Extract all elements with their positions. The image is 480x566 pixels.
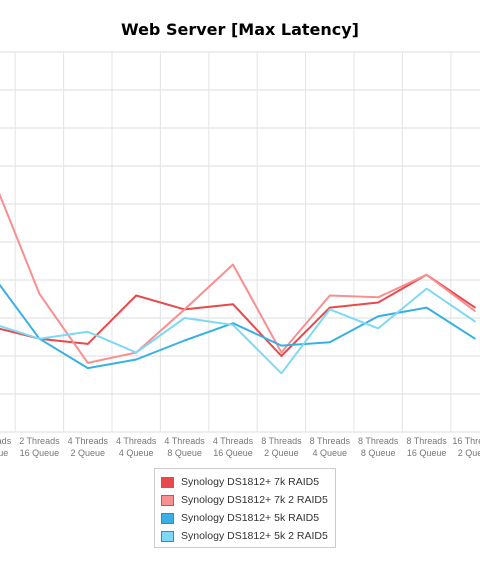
data-point — [329, 308, 331, 311]
data-point — [280, 344, 283, 347]
x-tick-label: 8 Threads 4 Queue — [310, 436, 351, 458]
data-point — [183, 339, 186, 342]
chart-title: Web Server [Max Latency] — [121, 20, 359, 39]
data-point — [232, 324, 234, 326]
data-point — [377, 301, 380, 304]
legend-swatch — [161, 476, 174, 488]
x-tick-label: 4 Threads 4 Queue — [116, 436, 157, 458]
x-tick-label: 8 Threads 8 Queue — [358, 436, 399, 458]
grid — [0, 51, 480, 433]
legend-label: Synology DS1812+ 5k 2 RAID5 — [181, 530, 328, 542]
data-point — [135, 351, 137, 354]
data-point — [280, 351, 283, 354]
x-tick-label: 4 Threads 16 Queue — [213, 436, 254, 458]
x-tick-label: 4 Threads 8 Queue — [164, 436, 205, 458]
data-point — [329, 294, 331, 297]
data-point — [135, 358, 137, 361]
x-tick-label: 8 Threads 16 Queue — [406, 436, 447, 458]
data-point — [183, 308, 186, 311]
legend: Synology DS1812+ 7k RAID5 Synology DS1812… — [154, 468, 336, 548]
legend-item[interactable]: Synology DS1812+ 7k 2 RAID5 — [161, 491, 335, 509]
data-point — [135, 294, 137, 297]
data-point — [474, 306, 476, 309]
legend-label: Synology DS1812+ 5k RAID5 — [181, 512, 320, 524]
x-tick-label: 4 Threads 2 Queue — [68, 436, 109, 458]
data-point — [87, 331, 89, 333]
data-point — [474, 337, 476, 340]
legend-label: Synology DS1812+ 7k RAID5 — [181, 476, 320, 488]
legend-swatch — [161, 530, 174, 542]
legend-item[interactable]: Synology DS1812+ 7k RAID5 — [161, 473, 335, 491]
data-point — [377, 296, 380, 299]
data-point — [425, 287, 428, 290]
data-point — [377, 315, 380, 318]
data-point — [232, 303, 234, 305]
data-point — [232, 322, 234, 324]
data-point — [280, 355, 283, 357]
legend-swatch — [161, 494, 174, 506]
legend-item[interactable]: Synology DS1812+ 5k RAID5 — [161, 509, 335, 527]
data-point — [425, 274, 428, 276]
data-point — [329, 341, 331, 343]
data-point — [280, 372, 283, 375]
data-point — [425, 306, 428, 309]
data-point — [38, 293, 41, 295]
data-point — [232, 263, 234, 266]
x-tick-label: 2 Threads 16 Queue — [19, 436, 60, 458]
legend-label: Synology DS1812+ 7k 2 RAID5 — [181, 494, 328, 506]
data-point — [87, 362, 89, 364]
data-point — [87, 367, 89, 369]
x-tick-label: 8 Threads 2 Queue — [261, 436, 302, 458]
data-point — [87, 343, 89, 345]
data-point — [38, 337, 41, 340]
data-point — [377, 327, 380, 330]
series-line-1 — [0, 273, 476, 357]
series-lines — [0, 192, 476, 375]
data-point — [329, 306, 331, 309]
legend-item[interactable]: Synology DS1812+ 5k 2 RAID5 — [161, 527, 335, 545]
data-point — [474, 320, 476, 323]
data-point — [183, 317, 186, 319]
legend-swatch — [161, 512, 174, 524]
series-line-4 — [0, 287, 476, 375]
data-point — [474, 310, 476, 312]
